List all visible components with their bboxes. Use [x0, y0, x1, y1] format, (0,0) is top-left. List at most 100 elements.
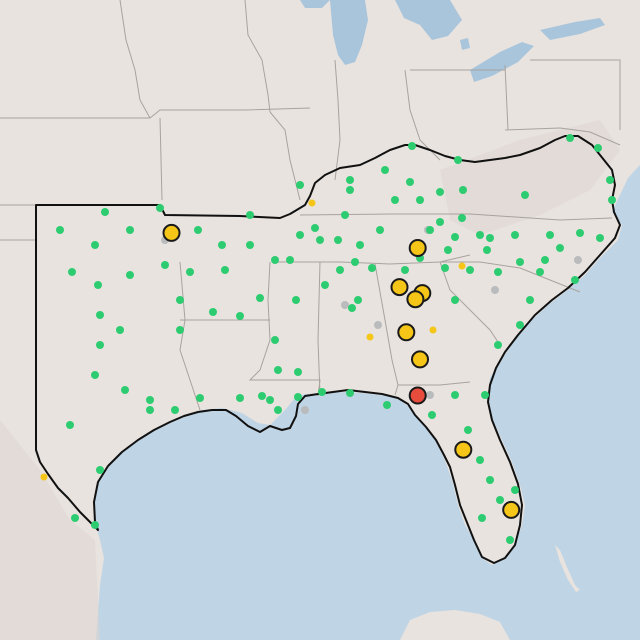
ok-station-dot[interactable]: [126, 271, 134, 279]
ok-station-dot[interactable]: [341, 211, 349, 219]
ok-station-dot[interactable]: [256, 294, 264, 302]
ok-station-dot[interactable]: [496, 496, 504, 504]
ok-station-dot[interactable]: [271, 256, 279, 264]
ok-station-dot[interactable]: [294, 368, 302, 376]
ok-station-dot[interactable]: [146, 396, 154, 404]
ok-station-dot[interactable]: [356, 241, 364, 249]
ok-station-dot[interactable]: [146, 406, 154, 414]
ok-station-dot[interactable]: [318, 388, 326, 396]
ok-station-dot[interactable]: [451, 233, 459, 241]
ok-station-dot[interactable]: [416, 196, 424, 204]
ok-station-dot[interactable]: [458, 214, 466, 222]
ok-station-dot[interactable]: [516, 321, 524, 329]
ok-station-dot[interactable]: [483, 246, 491, 254]
ok-station-dot[interactable]: [464, 426, 472, 434]
ok-station-dot[interactable]: [428, 411, 436, 419]
small-warning-dot[interactable]: [308, 199, 316, 207]
ok-station-dot[interactable]: [176, 326, 184, 334]
ok-station-dot[interactable]: [218, 241, 226, 249]
small-warning-dot[interactable]: [429, 326, 437, 334]
ok-station-dot[interactable]: [451, 391, 459, 399]
ok-station-dot[interactable]: [478, 514, 486, 522]
ok-station-dot[interactable]: [258, 392, 266, 400]
warning-alert-marker[interactable]: [502, 500, 521, 519]
ok-station-dot[interactable]: [454, 156, 462, 164]
ok-station-dot[interactable]: [566, 134, 574, 142]
ok-station-dot[interactable]: [516, 258, 524, 266]
ok-station-dot[interactable]: [176, 296, 184, 304]
ok-station-dot[interactable]: [294, 393, 302, 401]
ok-station-dot[interactable]: [426, 226, 434, 234]
ok-station-dot[interactable]: [101, 208, 109, 216]
ok-station-dot[interactable]: [321, 281, 329, 289]
unknown-station-dot[interactable]: [574, 256, 582, 264]
ok-station-dot[interactable]: [576, 229, 584, 237]
ok-station-dot[interactable]: [444, 246, 452, 254]
unknown-station-dot[interactable]: [491, 286, 499, 294]
ok-station-dot[interactable]: [236, 394, 244, 402]
ok-station-dot[interactable]: [608, 196, 616, 204]
ok-station-dot[interactable]: [194, 226, 202, 234]
ok-station-dot[interactable]: [68, 268, 76, 276]
ok-station-dot[interactable]: [376, 226, 384, 234]
ok-station-dot[interactable]: [116, 326, 124, 334]
ok-station-dot[interactable]: [334, 236, 342, 244]
ok-station-dot[interactable]: [381, 166, 389, 174]
ok-station-dot[interactable]: [571, 276, 579, 284]
ok-station-dot[interactable]: [511, 231, 519, 239]
ok-station-dot[interactable]: [346, 186, 354, 194]
ok-station-dot[interactable]: [336, 266, 344, 274]
ok-station-dot[interactable]: [286, 256, 294, 264]
ok-station-dot[interactable]: [351, 258, 359, 266]
ok-station-dot[interactable]: [486, 234, 494, 242]
ok-station-dot[interactable]: [296, 181, 304, 189]
ok-station-dot[interactable]: [271, 336, 279, 344]
ok-station-dot[interactable]: [494, 341, 502, 349]
warning-alert-marker[interactable]: [411, 350, 429, 369]
warning-alert-marker[interactable]: [390, 278, 409, 297]
ok-station-dot[interactable]: [383, 401, 391, 409]
ok-station-dot[interactable]: [91, 521, 99, 529]
warning-alert-marker[interactable]: [454, 440, 473, 459]
ok-station-dot[interactable]: [546, 231, 554, 239]
ok-station-dot[interactable]: [346, 389, 354, 397]
ok-station-dot[interactable]: [606, 176, 614, 184]
ok-station-dot[interactable]: [521, 191, 529, 199]
ok-station-dot[interactable]: [348, 304, 356, 312]
ok-station-dot[interactable]: [494, 268, 502, 276]
ok-station-dot[interactable]: [56, 226, 64, 234]
ok-station-dot[interactable]: [292, 296, 300, 304]
ok-station-dot[interactable]: [481, 391, 489, 399]
ok-station-dot[interactable]: [296, 231, 304, 239]
ok-station-dot[interactable]: [316, 236, 324, 244]
ok-station-dot[interactable]: [91, 241, 99, 249]
ok-station-dot[interactable]: [156, 204, 164, 212]
ok-station-dot[interactable]: [541, 256, 549, 264]
ok-station-dot[interactable]: [171, 406, 179, 414]
ok-station-dot[interactable]: [391, 196, 399, 204]
ok-station-dot[interactable]: [511, 486, 519, 494]
ok-station-dot[interactable]: [91, 371, 99, 379]
ok-station-dot[interactable]: [236, 312, 244, 320]
unknown-station-dot[interactable]: [301, 406, 309, 414]
warning-alert-marker[interactable]: [162, 223, 181, 242]
ok-station-dot[interactable]: [274, 366, 282, 374]
ok-station-dot[interactable]: [71, 514, 79, 522]
ok-station-dot[interactable]: [209, 308, 217, 316]
small-warning-dot[interactable]: [366, 333, 374, 341]
ok-station-dot[interactable]: [266, 396, 274, 404]
ok-station-dot[interactable]: [274, 406, 282, 414]
ok-station-dot[interactable]: [246, 211, 254, 219]
ok-station-dot[interactable]: [246, 241, 254, 249]
ok-station-dot[interactable]: [406, 178, 414, 186]
ok-station-dot[interactable]: [311, 224, 319, 232]
ok-station-dot[interactable]: [96, 341, 104, 349]
ok-station-dot[interactable]: [96, 466, 104, 474]
unknown-station-dot[interactable]: [374, 321, 382, 329]
critical-alert-marker[interactable]: [408, 386, 427, 405]
ok-station-dot[interactable]: [486, 476, 494, 484]
ok-station-dot[interactable]: [408, 142, 416, 150]
ok-station-dot[interactable]: [466, 266, 474, 274]
